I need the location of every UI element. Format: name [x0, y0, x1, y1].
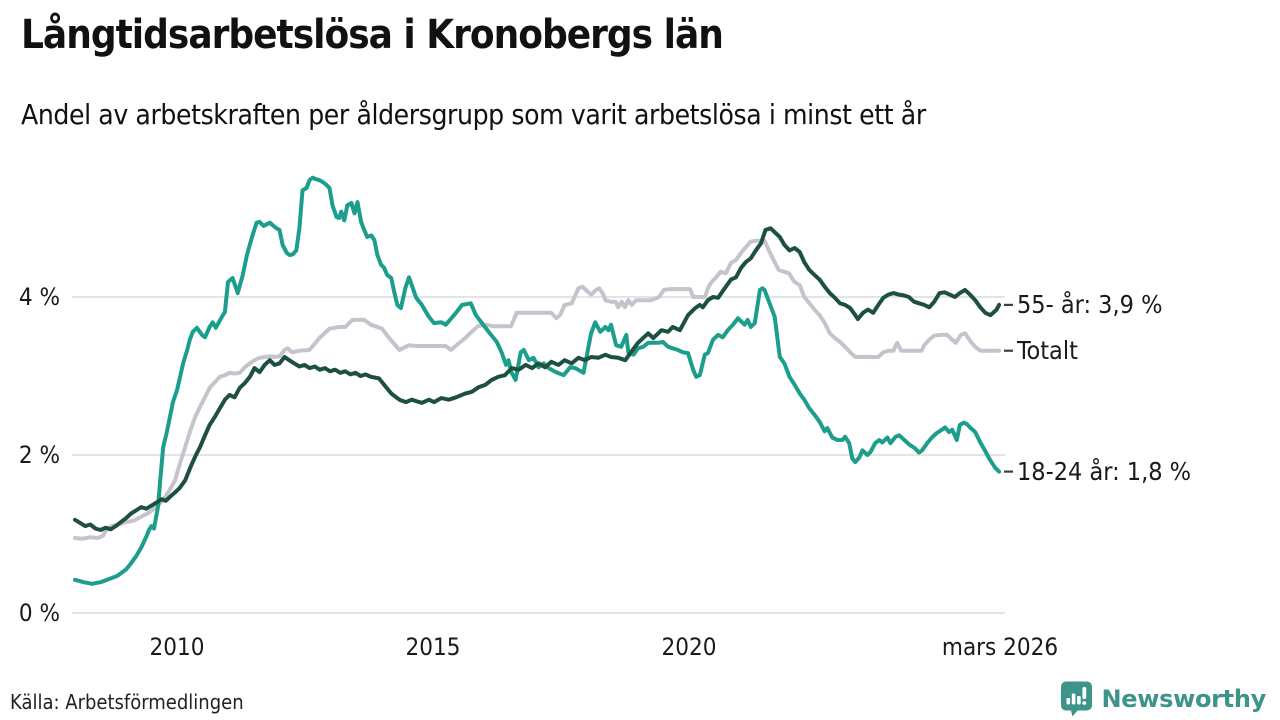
series-label-18-24-ar: 18-24 år: 1,8 % [1017, 457, 1192, 486]
y-axis-tick-0: 0 % [18, 599, 60, 627]
source-note: Källa: Arbetsförmedlingen [10, 690, 244, 714]
page-title: Långtidsarbetslösa i Kronobergs län [21, 12, 724, 58]
newsworthy-logo: Newsworthy [1060, 680, 1266, 717]
series-label-55-ar: 55- år: 3,9 % [1017, 290, 1163, 319]
series-line-18-24-r [73, 175, 1002, 586]
newsworthy-speech-bubble-bar-chart-icon [1060, 680, 1093, 717]
y-axis-tick-2: 2 % [18, 441, 60, 469]
y-axis-tick-4: 4 % [18, 283, 60, 311]
series-line-55-r [73, 226, 1002, 532]
page-subtitle: Andel av arbetskraften per åldersgrupp s… [21, 98, 926, 131]
newsworthy-logo-text: Newsworthy [1101, 684, 1266, 713]
x-axis-tick-2015: 2015 [405, 633, 461, 661]
series-label-totalt: Totalt [1017, 336, 1078, 365]
x-axis-tick-mars-2026: mars 2026 [941, 633, 1059, 661]
x-axis-tick-2020: 2020 [661, 633, 717, 661]
x-axis-tick-2010: 2010 [149, 633, 205, 661]
series-line-totalt [73, 238, 1002, 541]
